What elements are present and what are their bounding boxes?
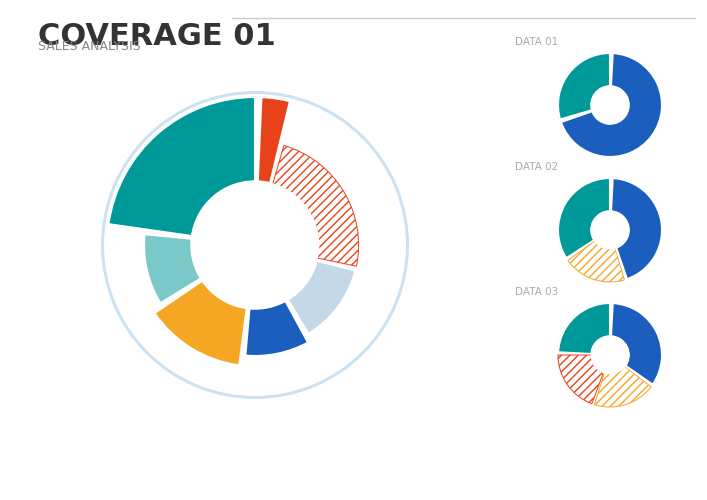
Wedge shape	[611, 303, 662, 384]
Wedge shape	[144, 234, 201, 303]
Circle shape	[591, 212, 629, 248]
Wedge shape	[611, 178, 662, 279]
Wedge shape	[558, 303, 610, 354]
Wedge shape	[245, 301, 308, 356]
Wedge shape	[558, 53, 610, 120]
Circle shape	[591, 86, 629, 124]
Wedge shape	[595, 366, 651, 407]
Text: SALES ANALYSIS: SALES ANALYSIS	[38, 40, 141, 53]
Wedge shape	[561, 53, 662, 157]
Text: DATA 01: DATA 01	[515, 37, 559, 47]
Text: DATA 03: DATA 03	[515, 287, 559, 297]
Wedge shape	[155, 280, 247, 366]
Wedge shape	[101, 91, 409, 399]
Circle shape	[591, 336, 629, 374]
Text: DATA 02: DATA 02	[515, 162, 559, 172]
Circle shape	[192, 182, 319, 308]
Wedge shape	[258, 97, 290, 183]
Wedge shape	[273, 146, 358, 266]
Wedge shape	[558, 178, 610, 258]
Text: COVERAGE 01: COVERAGE 01	[38, 22, 276, 51]
Wedge shape	[288, 260, 356, 334]
Wedge shape	[558, 355, 604, 404]
Wedge shape	[108, 97, 255, 236]
Wedge shape	[568, 241, 624, 282]
